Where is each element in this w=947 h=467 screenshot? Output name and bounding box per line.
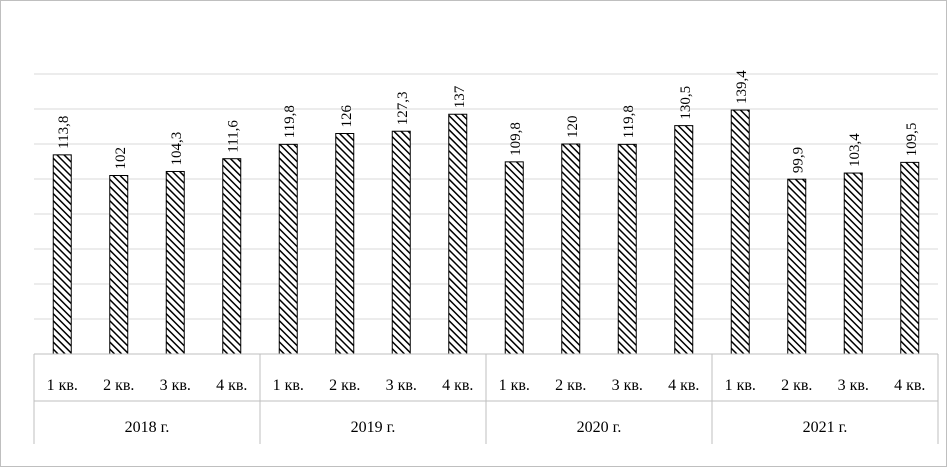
bar	[730, 109, 750, 355]
bar	[504, 161, 524, 355]
bar	[617, 143, 637, 355]
bar	[448, 113, 468, 355]
bar	[561, 143, 581, 355]
tick-label: 4 кв.	[442, 377, 473, 394]
bar	[843, 172, 863, 355]
tick-label: 4 кв.	[668, 377, 699, 394]
bar	[787, 178, 807, 355]
data-label: 99,9	[791, 147, 807, 173]
data-label: 119,8	[621, 105, 637, 138]
tick-label: 2 кв.	[555, 377, 586, 394]
bar	[674, 125, 694, 355]
data-label: 109,8	[508, 122, 524, 156]
tick-label: 2 кв.	[329, 377, 360, 394]
bar	[335, 133, 355, 355]
tick-label: 3 кв.	[160, 377, 191, 394]
data-label: 104,3	[169, 132, 185, 166]
tick-label: 1 кв.	[273, 377, 304, 394]
data-label: 103,4	[847, 133, 863, 167]
tick-label: 3 кв.	[386, 377, 417, 394]
data-label: 120	[565, 116, 581, 139]
data-label: 130,5	[678, 86, 694, 120]
tick-label: 1 кв.	[725, 377, 756, 394]
group-label: 2020 г.	[577, 419, 622, 436]
data-label: 113,8	[56, 116, 72, 149]
bar	[900, 161, 920, 355]
bar	[391, 130, 411, 355]
data-label: 111,6	[226, 120, 242, 153]
tick-label: 2 кв.	[781, 377, 812, 394]
group-label: 2019 г.	[351, 419, 396, 436]
tick-label: 3 кв.	[612, 377, 643, 394]
bar	[52, 154, 72, 355]
tick-label: 3 кв.	[838, 377, 869, 394]
bar	[165, 170, 185, 355]
data-label: 139,4	[734, 70, 750, 104]
bar	[278, 143, 298, 355]
data-labels: 113,8 102 104,3 111,6 119,8 126 127,3 137 109,8 1…	[56, 70, 920, 173]
tick-label: 1 кв.	[499, 377, 530, 394]
data-label: 102	[113, 147, 129, 170]
data-label: 119,8	[282, 105, 298, 138]
tick-label: 4 кв.	[894, 377, 925, 394]
group-label: 2018 г.	[125, 419, 170, 436]
category-axis: 1 кв. 2 кв. 3 кв. 4 кв. 1 кв. 2 кв. 3 кв. 4 кв.…	[33, 353, 939, 444]
group-label: 2021 г.	[803, 419, 848, 436]
data-label: 127,3	[395, 91, 411, 125]
tick-label: 1 кв.	[47, 377, 78, 394]
bar	[109, 175, 129, 355]
data-label: 126	[339, 105, 355, 128]
data-label: 109,5	[904, 123, 920, 157]
tick-label: 2 кв.	[103, 377, 134, 394]
tick-label: 4 кв.	[216, 377, 247, 394]
data-label: 137	[452, 85, 468, 108]
bar	[222, 158, 242, 355]
